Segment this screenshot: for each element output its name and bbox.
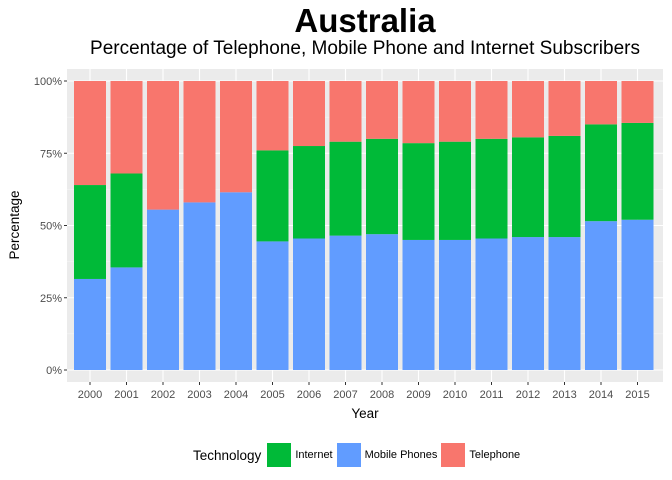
bar-telephone-2015 [621,81,654,123]
bar-internet-2014 [585,124,617,222]
legend-item-telephone: Telephone [441,443,520,467]
bar-internet-2006 [293,146,325,239]
chart-title: Australia [294,2,436,39]
legend-label-mobile-phones: Mobile Phones [364,449,438,461]
bar-mobile-phones-2004 [220,192,252,370]
bar-telephone-2013 [548,81,581,136]
bar-telephone-2012 [512,81,544,138]
bar-telephone-2007 [329,81,362,142]
bar-mobile-phones-2015 [621,219,654,370]
bar-mobile-phones-2002 [147,209,179,370]
bar-mobile-phones-2007 [329,235,362,370]
y-tick-label: 100% [34,76,62,88]
legend-item-mobile-phones: Mobile Phones [336,443,438,467]
bar-internet-2007 [329,141,362,236]
bar-telephone-2008 [366,81,398,139]
legend-label-internet: Internet [295,449,333,461]
bar-telephone-2006 [293,81,325,147]
y-tick-label: 0% [46,365,62,377]
x-tick-label: 2014 [589,389,613,401]
bar-telephone-2011 [475,81,508,139]
x-tick-label: 2005 [260,389,284,401]
bar-mobile-phones-2009 [402,239,435,370]
bar-telephone-2001 [110,81,143,174]
x-tick-label: 2012 [516,389,540,401]
x-tick-label: 2013 [552,389,576,401]
bar-telephone-2009 [402,81,435,144]
x-tick-label: 2008 [370,389,394,401]
legend-key-internet [267,443,292,467]
bar-internet-2013 [548,135,581,238]
bar-internet-2011 [475,138,508,239]
bar-mobile-phones-2014 [585,221,617,370]
bar-telephone-2000 [74,81,106,186]
bar-telephone-2002 [147,81,179,210]
bar-internet-2009 [402,143,435,240]
y-tick-label: 25% [40,293,62,305]
chart-canvas: 0% 25% 50% 75% 100% 2000 2001 2002 2003 2004 2005 2… [7,69,663,421]
bar-telephone-2014 [585,81,617,125]
y-tick-label: 50% [40,221,62,233]
x-tick-label: 2004 [224,389,248,401]
bar-mobile-phones-2001 [110,267,143,370]
x-axis-title: Year [351,406,379,421]
x-tick-label: 2000 [78,389,102,401]
bar-mobile-phones-2005 [256,241,289,370]
chart-subtitle: Percentage of Telephone, Mobile Phone an… [90,38,640,59]
legend-key-mobile-phones [336,443,361,467]
legend-title: Technology [193,447,262,463]
bar-mobile-phones-2012 [512,237,544,370]
legend-label-telephone: Telephone [469,449,521,461]
bar-mobile-phones-2003 [183,202,216,370]
x-tick-label: 2003 [187,389,211,401]
bar-mobile-phones-2008 [366,234,398,370]
y-axis-title: Percentage [7,190,22,259]
y-tick-label: 75% [40,148,62,160]
bar-telephone-2005 [256,81,289,151]
bar-internet-2001 [110,173,143,268]
bar-mobile-phones-2013 [548,237,581,370]
bar-telephone-2003 [183,81,216,203]
x-tick-label: 2002 [151,389,175,401]
x-tick-label: 2011 [480,389,504,401]
bar-telephone-2010 [439,81,471,142]
x-tick-label: 2007 [333,389,357,401]
legend-item-internet: Internet [267,443,333,467]
bar-mobile-phones-2010 [439,239,471,370]
bar-internet-2005 [256,150,289,242]
bar-mobile-phones-2011 [475,238,508,370]
bar-internet-2015 [621,122,654,220]
x-tick-label: 2006 [297,389,321,401]
bar-telephone-2004 [220,81,252,193]
bar-internet-2000 [74,185,106,279]
bar-mobile-phones-2000 [74,278,106,370]
bar-mobile-phones-2006 [293,238,325,370]
x-tick-label: 2009 [406,389,430,401]
x-tick-label: 2010 [443,389,467,401]
legend: Technology Internet Mobile Phones Teleph… [193,441,524,469]
x-tick-label: 2001 [114,389,138,401]
legend-key-telephone [441,443,466,467]
bar-internet-2008 [366,138,398,235]
bar-internet-2012 [512,137,544,238]
bar-internet-2010 [439,141,471,240]
x-tick-label: 2015 [625,389,649,401]
